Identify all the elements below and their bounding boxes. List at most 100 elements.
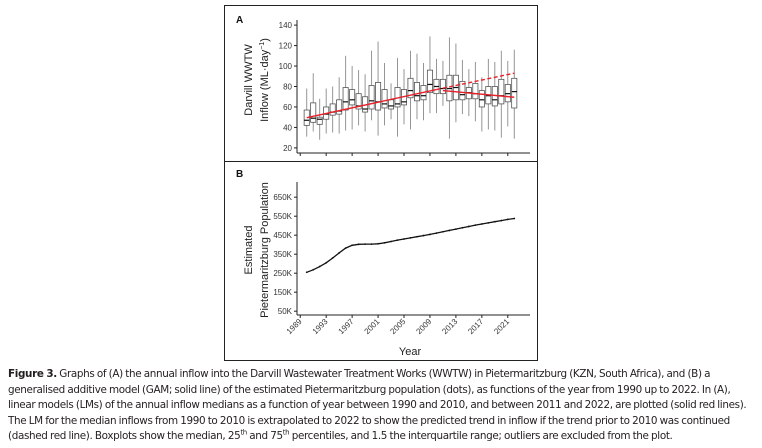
boxplot <box>394 57 401 137</box>
population-point <box>513 217 516 220</box>
box-iqr <box>375 82 382 111</box>
box-iqr <box>329 103 336 116</box>
boxplot <box>433 58 440 114</box>
trend-line-dashed <box>436 72 515 91</box>
box-iqr <box>388 99 395 110</box>
population-point <box>461 226 464 229</box>
population-point <box>448 229 451 232</box>
panel-b-y-tick-label: 350K <box>273 250 292 259</box>
box-iqr <box>459 80 466 101</box>
trend-line-solid <box>306 88 437 119</box>
box-iqr <box>426 69 433 94</box>
panel-a-axes: 20 40 60 80 100 120 140 <box>279 20 530 156</box>
panel-b-label: B <box>236 169 243 180</box>
boxplot <box>504 60 511 127</box>
box-iqr <box>336 99 343 115</box>
trend-line-solid <box>442 89 515 98</box>
population-point <box>480 223 483 225</box>
population-point <box>331 257 334 259</box>
population-point <box>318 265 321 268</box>
population-point <box>422 234 425 237</box>
panel-b-y-tick-label: 650K <box>273 193 292 202</box>
panel-b-series <box>305 217 516 274</box>
boxplot <box>368 50 375 121</box>
panel-b-y-tick-label: 150K <box>273 288 292 297</box>
panel-b-x-tick-label: 2017 <box>466 317 485 336</box>
panel-b-x-tick-label: 2005 <box>388 317 407 336</box>
boxplot <box>375 41 382 136</box>
box-iqr <box>472 83 479 100</box>
boxplot <box>472 61 479 122</box>
population-point <box>383 241 386 244</box>
panel-b-x-tick-label: 2009 <box>414 317 433 336</box>
panel-a-y-tick-label: 60 <box>283 103 292 112</box>
population-point <box>370 243 373 246</box>
box-iqr <box>498 78 505 105</box>
box-iqr <box>407 77 414 99</box>
population-point <box>409 236 412 239</box>
box-iqr <box>349 89 356 106</box>
panel-b-y-tick-label: 50K <box>278 307 293 316</box>
panel-a-y-tick-label: 20 <box>283 144 292 153</box>
caption-text-3: percentiles, and 1.5 the interquartile r… <box>289 430 673 443</box>
panel-a-ylabel-unit: Inflow (ML·day <box>259 49 271 122</box>
boxplot <box>336 77 343 134</box>
boxplot <box>362 74 369 132</box>
panel-a-y-tick-label: 140 <box>279 21 293 30</box>
population-point <box>357 243 360 246</box>
boxplot <box>439 60 446 106</box>
caption-text-2: and 75 <box>246 430 283 443</box>
box-iqr <box>342 87 349 111</box>
box-iqr <box>355 93 362 110</box>
panel-b-x-tick-label: 2001 <box>363 317 382 336</box>
population-point <box>474 224 477 227</box>
box-iqr <box>316 116 323 125</box>
panel-a-boxes <box>303 36 518 140</box>
panel-a-ylabel-line2: Inflow (ML·day−1) <box>259 38 271 122</box>
panel-b-y-tick-label: 450K <box>273 231 292 240</box>
caption-sup-2: th <box>282 428 290 437</box>
population-point <box>416 235 418 238</box>
panel-b-x-tick-label: 2021 <box>492 317 511 336</box>
panel-a-label: A <box>236 15 243 26</box>
boxplot <box>355 70 362 126</box>
box-iqr <box>368 85 375 110</box>
population-point <box>390 240 392 243</box>
panel-b-xlabel: Year <box>399 346 422 358</box>
box-iqr <box>413 82 420 102</box>
boxplot <box>446 37 453 139</box>
population-point <box>344 247 347 250</box>
population-point <box>351 244 354 247</box>
figure-frame <box>224 5 538 361</box>
population-gam-line <box>306 217 515 273</box>
panel-b-ylabel-line2: Pietermaritzburg Population <box>259 182 271 318</box>
population-point <box>377 242 379 245</box>
population-point <box>506 218 509 221</box>
panel-a-ylabel-2: Inflow (ML·day−1) <box>259 38 271 122</box>
population-point <box>396 239 399 242</box>
panel-a-y-tick-label: 80 <box>283 83 292 92</box>
boxplot <box>388 83 395 120</box>
boxplot <box>349 66 356 130</box>
box-iqr <box>310 102 317 123</box>
population-point <box>435 232 438 235</box>
box-iqr <box>381 89 388 109</box>
panel-a-y-tick-label: 40 <box>283 123 292 132</box>
caption-sup-1: th <box>240 428 247 437</box>
boxplot <box>478 77 485 132</box>
panel-a-ylabel-close: ) <box>259 38 271 42</box>
panel-b-axes: 50K 150K 250K 350K 450K 550K 650K 1989 1993 1997 2… <box>273 182 530 336</box>
population-point <box>493 220 496 223</box>
population-point <box>429 233 431 236</box>
boxplot <box>316 98 323 140</box>
boxplot <box>381 62 388 126</box>
panel-a-y-tick-label: 120 <box>279 42 293 51</box>
panel-b-ylabel-line1: Estimated <box>243 226 255 275</box>
boxplot <box>426 36 433 114</box>
panel-b-x-tick-label: 1993 <box>311 317 330 336</box>
boxplot <box>310 73 317 132</box>
panel-a: A Darvill WWTW Inflow (ML·day−1) 20 40 60 8… <box>236 15 530 156</box>
boxplot <box>342 55 349 131</box>
boxplot <box>498 50 505 138</box>
population-point <box>305 271 308 274</box>
